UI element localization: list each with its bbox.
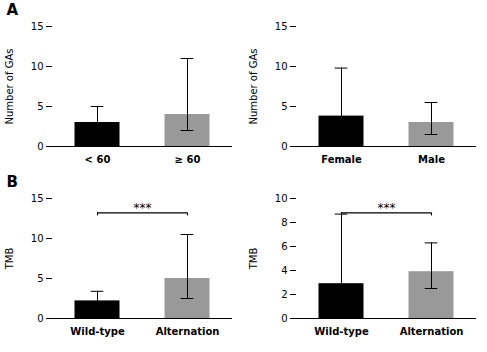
svg-text:< 60: < 60: [85, 154, 111, 165]
svg-text:4: 4: [281, 265, 287, 276]
svg-text:Male: Male: [418, 154, 445, 165]
svg-text:A: A: [7, 2, 19, 19]
svg-text:Alternation: Alternation: [400, 326, 464, 337]
svg-text:10: 10: [275, 61, 288, 72]
svg-text:5: 5: [37, 273, 43, 284]
svg-text:15: 15: [275, 21, 288, 32]
svg-text:Number of GAs: Number of GAs: [4, 49, 15, 125]
svg-text:0: 0: [37, 141, 43, 152]
svg-text:10: 10: [31, 61, 44, 72]
svg-text:10: 10: [275, 193, 288, 204]
svg-text:0: 0: [281, 313, 287, 324]
svg-text:0: 0: [281, 141, 287, 152]
svg-text:5: 5: [281, 101, 287, 112]
svg-text:5: 5: [37, 101, 43, 112]
svg-text:TMB: TMB: [4, 248, 15, 271]
svg-text:Number of GAs: Number of GAs: [248, 49, 259, 125]
svg-text:TMB: TMB: [248, 248, 259, 271]
svg-text:Wild-type: Wild-type: [70, 326, 125, 337]
svg-text:10: 10: [31, 233, 44, 244]
svg-text:8: 8: [281, 217, 287, 228]
svg-text:6: 6: [281, 241, 287, 252]
svg-text:Alternation: Alternation: [156, 326, 220, 337]
svg-text:***: ***: [134, 201, 152, 215]
svg-text:0: 0: [37, 313, 43, 324]
svg-text:≥ 60: ≥ 60: [175, 154, 201, 165]
svg-text:15: 15: [31, 21, 44, 32]
svg-text:15: 15: [31, 193, 44, 204]
svg-text:B: B: [7, 174, 18, 191]
svg-text:Wild-type: Wild-type: [314, 326, 369, 337]
svg-text:Female: Female: [321, 154, 362, 165]
svg-text:2: 2: [281, 289, 287, 300]
svg-text:***: ***: [378, 201, 396, 215]
